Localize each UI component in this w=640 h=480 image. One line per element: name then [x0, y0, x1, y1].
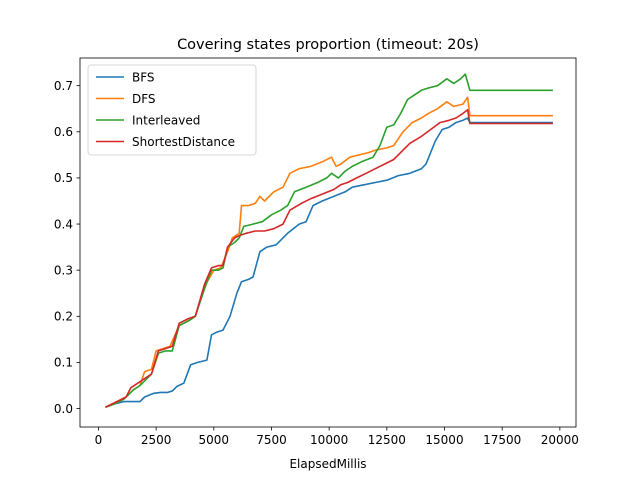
x-tick-label: 5000 — [199, 433, 230, 447]
y-tick-label: 0.5 — [54, 171, 73, 185]
legend-label-shortestdistance: ShortestDistance — [132, 135, 235, 149]
y-tick-label: 0.1 — [54, 356, 73, 370]
legend: BFS DFS Interleaved ShortestDistance — [87, 64, 257, 156]
x-tick-label: 0 — [95, 433, 103, 447]
series-line-shortestdistance — [105, 108, 553, 408]
x-tick-label: 10000 — [310, 433, 348, 447]
y-tick-label: 0.3 — [54, 263, 73, 277]
y-tick-label: 0.6 — [54, 125, 73, 139]
y-tick-label: 0.2 — [54, 310, 73, 324]
chart-title: Covering states proportion (timeout: 20s… — [177, 37, 479, 53]
series-line-bfs — [105, 117, 553, 408]
x-tick-label: 15000 — [425, 433, 463, 447]
x-tick-label: 12500 — [368, 433, 406, 447]
legend-label-interleaved: Interleaved — [132, 114, 200, 128]
axes-layer: 0 2500 5000 7500 10000 12500 15000 17500 20000 0.… — [54, 57, 579, 447]
series-line-interleaved — [105, 73, 553, 408]
y-tick-label: 0.4 — [54, 217, 73, 231]
y-tick-label: 0.0 — [54, 402, 73, 416]
legend-label-bfs: BFS — [132, 71, 155, 85]
series-layer — [105, 73, 553, 408]
legend-label-dfs: DFS — [132, 92, 156, 106]
legend-frame — [87, 64, 257, 156]
x-tick-label: 17500 — [483, 433, 521, 447]
x-tick-label: 7500 — [256, 433, 287, 447]
x-tick-label: 2500 — [141, 433, 172, 447]
x-axis-label: ElapsedMillis — [289, 457, 366, 471]
x-tick-label: 20000 — [541, 433, 579, 447]
y-tick-label: 0.7 — [54, 79, 73, 93]
plot-frame — [79, 57, 577, 428]
